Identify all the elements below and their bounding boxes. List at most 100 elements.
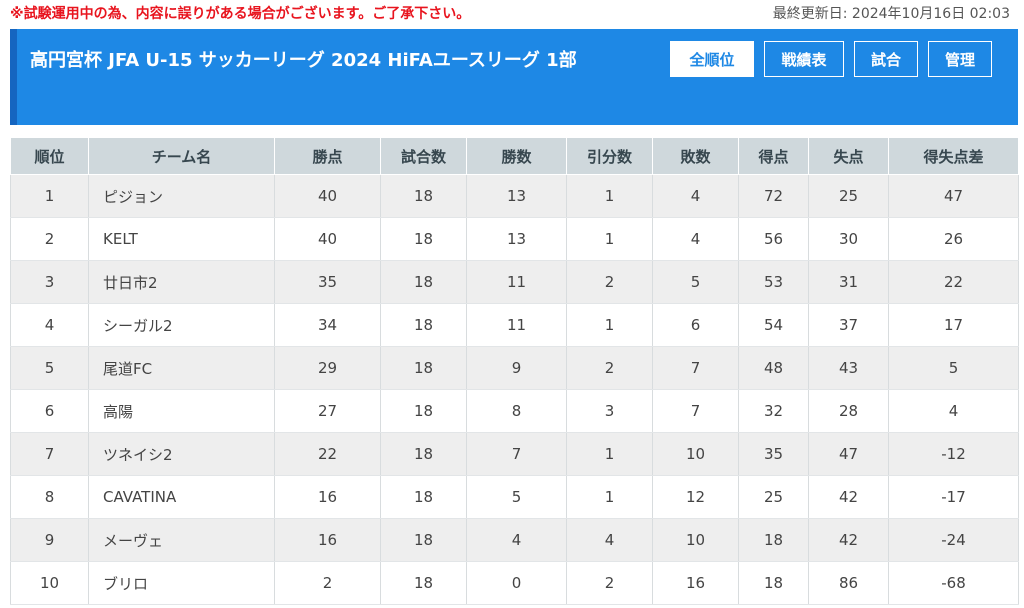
goals-for-cell: 53 [738,260,809,304]
played-cell: 18 [380,475,467,519]
rank-cell: 6 [10,389,89,433]
goal-difference-cell: 4 [888,389,1019,433]
rank-cell: 7 [10,432,89,476]
rank-cell: 8 [10,475,89,519]
played-cell: 18 [380,217,467,261]
table-row: 8 CAVATINA 16 18 5 1 12 25 42 -17 [10,475,1019,519]
goal-difference-cell: -12 [888,432,1019,476]
wins-cell: 7 [466,432,567,476]
played-cell: 18 [380,432,467,476]
team-name-cell[interactable]: 高陽 [88,389,275,433]
played-cell: 18 [380,518,467,562]
goals-against-cell: 43 [808,346,889,390]
draws-cell: 4 [566,518,653,562]
goal-difference-cell: 17 [888,303,1019,347]
goal-difference-cell: 22 [888,260,1019,304]
nav-results-grid-button[interactable]: 戦績表 [764,41,844,77]
losses-cell: 7 [652,346,739,390]
points-cell: 16 [274,518,381,562]
draws-cell: 1 [566,303,653,347]
team-name-cell[interactable]: KELT [88,217,275,261]
team-name-cell[interactable]: CAVATINA [88,475,275,519]
goals-against-cell: 86 [808,561,889,605]
wins-cell: 13 [466,174,567,218]
goals-for-cell: 18 [738,518,809,562]
goals-against-cell: 30 [808,217,889,261]
wins-cell: 4 [466,518,567,562]
draws-cell: 3 [566,389,653,433]
top-bar: ※試験運用中の為、内容に誤りがある場合がございます。ご了承下さい。 最終更新日:… [0,0,1024,28]
draws-cell: 1 [566,432,653,476]
goals-for-cell: 54 [738,303,809,347]
table-row: 1 ピジョン 40 18 13 1 4 72 25 47 [10,174,1019,218]
team-name-cell[interactable]: メーヴェ [88,518,275,562]
draws-cell: 2 [566,346,653,390]
wins-cell: 5 [466,475,567,519]
goals-against-cell: 31 [808,260,889,304]
losses-cell: 5 [652,260,739,304]
column-header-losses[interactable]: 敗数 [652,137,739,175]
team-name-cell[interactable]: ピジョン [88,174,275,218]
table-row: 6 高陽 27 18 8 3 7 32 28 4 [10,389,1019,433]
table-row: 4 シーガル2 34 18 11 1 6 54 37 17 [10,303,1019,347]
goals-against-cell: 47 [808,432,889,476]
header-accent-stripe [10,29,17,125]
wins-cell: 8 [466,389,567,433]
losses-cell: 6 [652,303,739,347]
column-header-points[interactable]: 勝点 [274,137,381,175]
wins-cell: 11 [466,303,567,347]
losses-cell: 12 [652,475,739,519]
draws-cell: 1 [566,217,653,261]
losses-cell: 4 [652,174,739,218]
column-header-team[interactable]: チーム名 [88,137,275,175]
goals-for-cell: 48 [738,346,809,390]
column-header-goals-against[interactable]: 失点 [808,137,889,175]
goals-for-cell: 18 [738,561,809,605]
wins-cell: 9 [466,346,567,390]
team-name-cell[interactable]: ブリロ [88,561,275,605]
losses-cell: 10 [652,432,739,476]
rank-cell: 2 [10,217,89,261]
nav-all-standings-button[interactable]: 全順位 [670,41,754,77]
team-name-cell[interactable]: 尾道FC [88,346,275,390]
goal-difference-cell: -17 [888,475,1019,519]
team-name-cell[interactable]: ツネイシ2 [88,432,275,476]
nav-admin-button[interactable]: 管理 [928,41,992,77]
table-row: 9 メーヴェ 16 18 4 4 10 18 42 -24 [10,518,1019,562]
points-cell: 2 [274,561,381,605]
table-header-row: 順位 チーム名 勝点 試合数 勝数 引分数 敗数 得点 失点 得失点差 [10,137,1019,175]
column-header-draws[interactable]: 引分数 [566,137,653,175]
played-cell: 18 [380,260,467,304]
goals-against-cell: 42 [808,475,889,519]
column-header-rank[interactable]: 順位 [10,137,89,175]
team-name-cell[interactable]: シーガル2 [88,303,275,347]
draws-cell: 1 [566,174,653,218]
goals-for-cell: 56 [738,217,809,261]
played-cell: 18 [380,389,467,433]
team-name-cell[interactable]: 廿日市2 [88,260,275,304]
league-title: 高円宮杯 JFA U-15 サッカーリーグ 2024 HiFAユースリーグ 1部 [30,50,577,71]
goals-against-cell: 25 [808,174,889,218]
rank-cell: 1 [10,174,89,218]
points-cell: 40 [274,174,381,218]
goals-for-cell: 72 [738,174,809,218]
nav-matches-button[interactable]: 試合 [854,41,918,77]
league-header: 高円宮杯 JFA U-15 サッカーリーグ 2024 HiFAユースリーグ 1部… [10,29,1018,125]
table-row: 7 ツネイシ2 22 18 7 1 10 35 47 -12 [10,432,1019,476]
losses-cell: 10 [652,518,739,562]
column-header-goals-for[interactable]: 得点 [738,137,809,175]
standings-body: 1 ピジョン 40 18 13 1 4 72 25 47 2 KELT 40 18 13 1 4 56 30 26 3 廿… [10,174,1019,605]
rank-cell: 9 [10,518,89,562]
played-cell: 18 [380,561,467,605]
table-row: 2 KELT 40 18 13 1 4 56 30 26 [10,217,1019,261]
column-header-goal-difference[interactable]: 得失点差 [888,137,1019,175]
rank-cell: 3 [10,260,89,304]
played-cell: 18 [380,303,467,347]
points-cell: 34 [274,303,381,347]
table-row: 10 ブリロ 2 18 0 2 16 18 86 -68 [10,561,1019,605]
standings-table: 順位 チーム名 勝点 試合数 勝数 引分数 敗数 得点 失点 得失点差 1 ピジョ… [10,137,1019,605]
column-header-wins[interactable]: 勝数 [466,137,567,175]
goal-difference-cell: 26 [888,217,1019,261]
trial-notice: ※試験運用中の為、内容に誤りがある場合がございます。ご了承下さい。 [10,6,471,22]
column-header-played[interactable]: 試合数 [380,137,467,175]
